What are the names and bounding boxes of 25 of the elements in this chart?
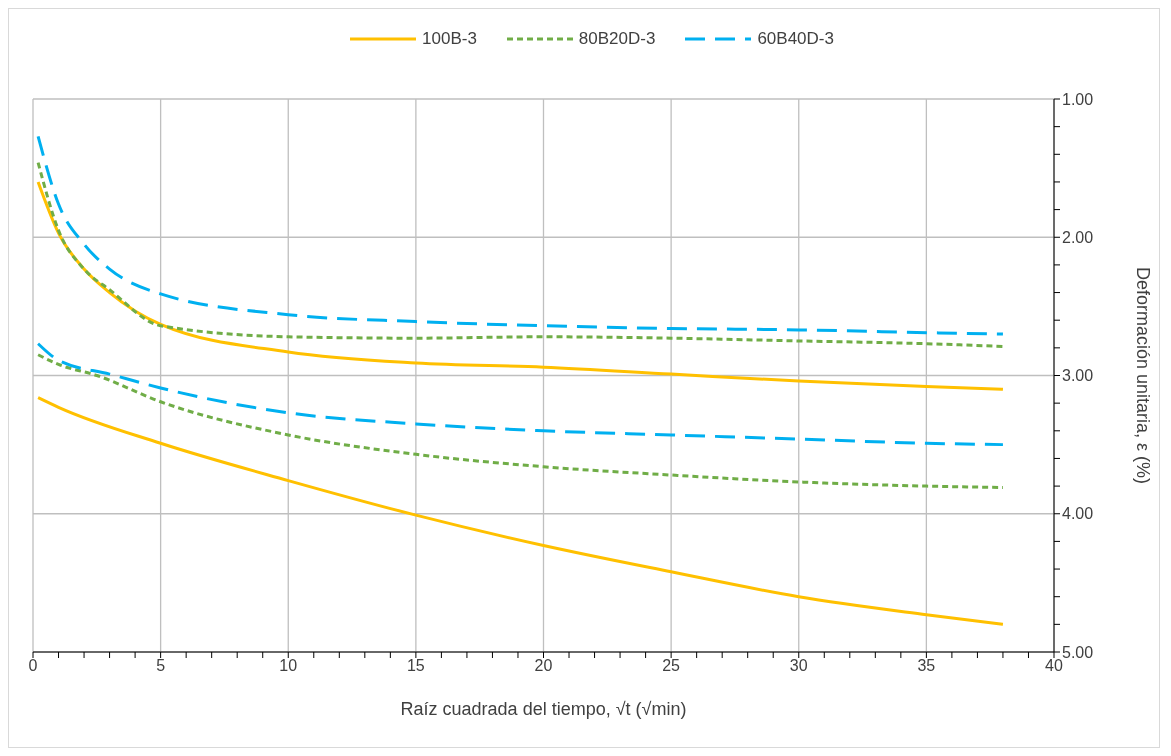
line-series — [36, 161, 1005, 348]
y-tick-label: 4.00 — [1062, 505, 1094, 523]
x-tick-label: 15 — [406, 657, 425, 675]
y-axis-title: Deformación unitaria, ε (%) — [1132, 266, 1153, 485]
x-tick-label: 5 — [156, 657, 166, 675]
x-tick-label: 10 — [279, 657, 298, 675]
x-axis-title: Raíz cuadrada del tiempo, √t (√min) — [400, 699, 687, 719]
y-tick-label: 5.00 — [1062, 643, 1094, 661]
x-tick-label: 20 — [534, 657, 553, 675]
line-series — [36, 180, 1005, 391]
y-tick-label: 2.00 — [1062, 228, 1094, 246]
legend-label: 80B20D-3 — [578, 29, 656, 49]
y-tick-label: 1.00 — [1062, 90, 1094, 108]
line-series — [36, 134, 1005, 336]
x-tick-label: 25 — [662, 657, 681, 675]
y-tick-label: 3.00 — [1062, 367, 1094, 385]
legend-label: 100B-3 — [422, 29, 477, 49]
x-tick-label: 35 — [917, 657, 936, 675]
line-series — [36, 396, 1005, 626]
line-series — [36, 342, 1005, 447]
x-tick-label: 40 — [1045, 657, 1063, 675]
x-tick-label: 0 — [28, 657, 38, 675]
x-tick-label: 30 — [789, 657, 808, 675]
legend-label: 60B40D-3 — [757, 29, 834, 49]
line-series — [36, 353, 1005, 489]
